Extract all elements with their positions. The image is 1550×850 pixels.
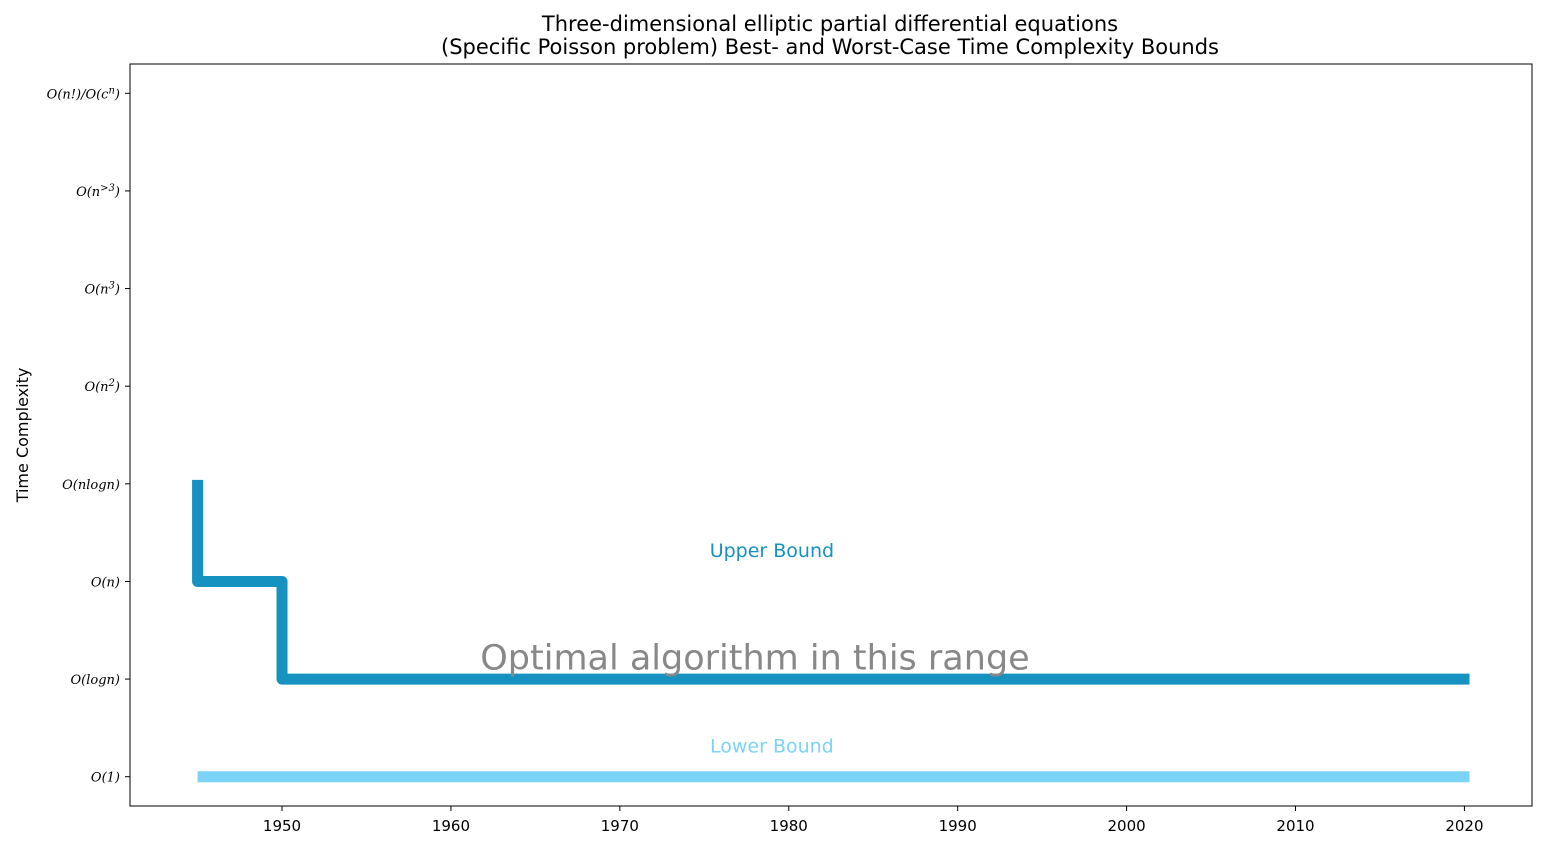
y-tick-label-2: O(n) [91, 575, 120, 590]
series-layer [192, 479, 1470, 783]
y-tick-label-3: O(nlogn) [62, 478, 120, 493]
plot-area-frame [129, 63, 1533, 807]
y-tick-label-1: O(logn) [71, 673, 120, 688]
x-tick-label-2010: 2010 [1276, 817, 1314, 835]
series-line-upper-bound [192, 479, 1470, 685]
annotation-lower-bound: Lower Bound [710, 735, 834, 757]
x-tick-label-1970: 1970 [601, 817, 639, 835]
y-tick-label-5: O(n3) [84, 280, 120, 298]
y-axis-label: Time Complexity [13, 368, 32, 504]
y-axis-ticks: O(1) O(logn) O(n) O(nlogn) O(n2) O(n3) O(n>3) O… [47, 85, 130, 786]
annotation-optimal-algorithm-in-this-range: Optimal algorithm in this range [480, 638, 1029, 678]
y-tick-label-6: O(n>3) [76, 182, 120, 200]
y-tick-label-7: O(n!)/O(cn) [47, 85, 120, 103]
annotation-upper-bound: Upper Bound [710, 540, 834, 562]
x-tick-label-1950: 1950 [263, 817, 301, 835]
x-tick-label-2020: 2020 [1445, 817, 1483, 835]
annotations-layer: Upper Bound Optimal algorithm in this ran… [480, 540, 1029, 757]
x-axis-ticks: 1950 1960 1970 1980 1990 2000 2010 2020 [263, 806, 1484, 835]
chart-title-line-2: (Specific Poisson problem) Best- and Wor… [441, 35, 1219, 59]
y-tick-label-4: O(n2) [84, 378, 120, 396]
chart-title-line-1: Three-dimensional elliptic partial diffe… [541, 12, 1118, 36]
x-tick-label-2000: 2000 [1108, 817, 1146, 835]
y-tick-label-0: O(1) [91, 771, 120, 786]
chart-title: Three-dimensional elliptic partial diffe… [441, 12, 1219, 59]
x-tick-label-1960: 1960 [432, 817, 470, 835]
x-tick-label-1980: 1980 [770, 817, 808, 835]
x-tick-label-1990: 1990 [939, 817, 977, 835]
